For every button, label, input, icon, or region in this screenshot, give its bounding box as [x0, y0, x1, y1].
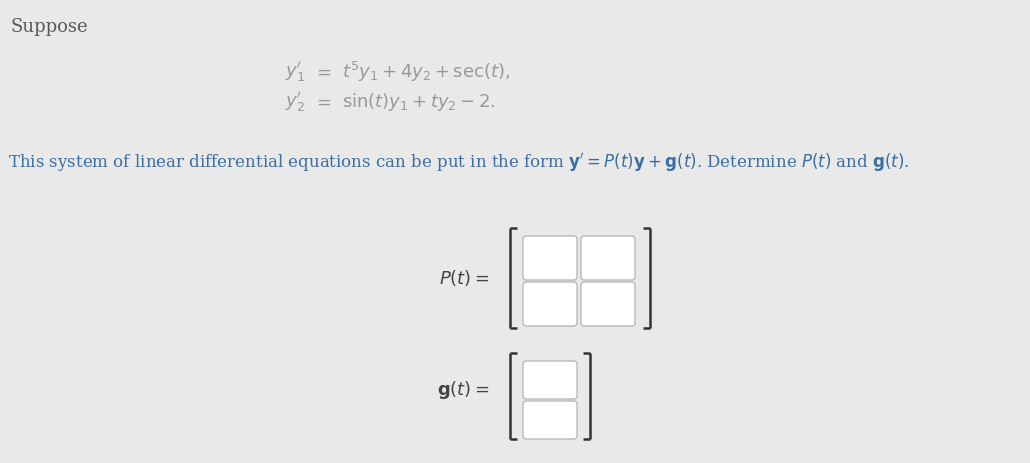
FancyBboxPatch shape — [523, 361, 577, 399]
Text: $=$: $=$ — [313, 63, 332, 81]
FancyBboxPatch shape — [523, 282, 577, 326]
Text: $P(t) =$: $P(t) =$ — [440, 268, 490, 288]
Text: $=$: $=$ — [313, 93, 332, 111]
FancyBboxPatch shape — [581, 236, 636, 280]
Text: $\mathbf{g}(t) =$: $\mathbf{g}(t) =$ — [438, 379, 490, 401]
Text: $\sin(t)y_1 + ty_2 - 2.$: $\sin(t)y_1 + ty_2 - 2.$ — [342, 91, 495, 113]
Text: $y_2'$: $y_2'$ — [285, 90, 305, 114]
FancyBboxPatch shape — [581, 282, 636, 326]
FancyBboxPatch shape — [523, 401, 577, 439]
Text: $y_1'$: $y_1'$ — [285, 60, 305, 84]
Text: Suppose: Suppose — [10, 18, 88, 36]
Text: This system of linear differential equations can be put in the form $\mathbf{y}': This system of linear differential equat… — [8, 150, 909, 174]
FancyBboxPatch shape — [523, 236, 577, 280]
Text: $t^5y_1 + 4y_2 + \sec(t),$: $t^5y_1 + 4y_2 + \sec(t),$ — [342, 60, 510, 84]
